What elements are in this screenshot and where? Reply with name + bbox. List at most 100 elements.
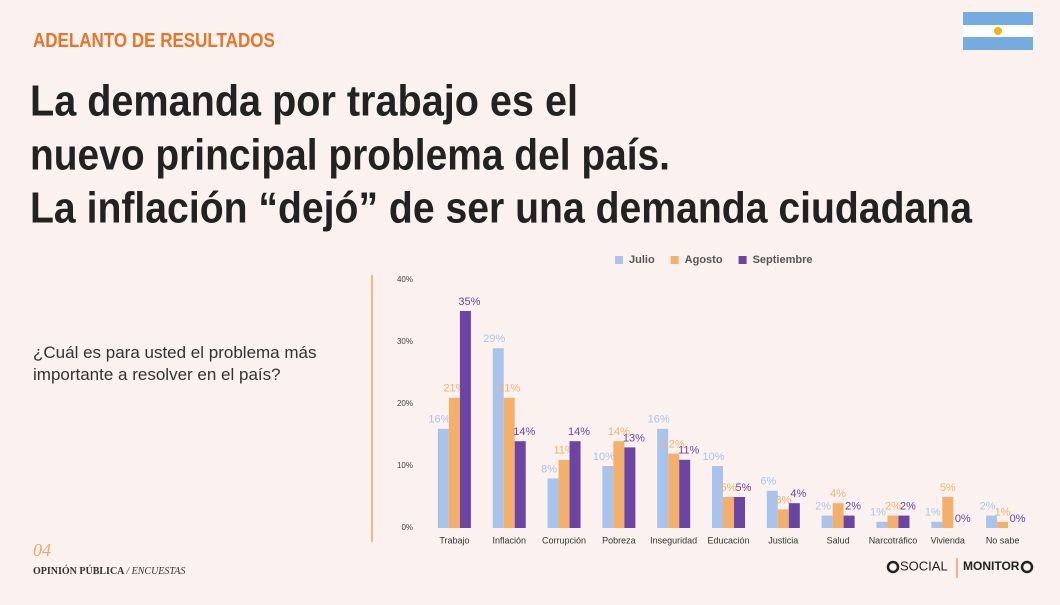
bar	[931, 521, 943, 528]
value-label: 0%	[955, 513, 971, 525]
value-label: 10%	[593, 451, 615, 463]
value-label: 0%	[1010, 513, 1026, 525]
value-label: 5%	[940, 482, 956, 494]
bar	[437, 428, 449, 528]
legend-swatch	[615, 256, 623, 264]
value-label: 16%	[648, 414, 670, 426]
bar	[821, 515, 833, 528]
bar	[492, 348, 504, 528]
bar	[459, 311, 471, 528]
header: ADELANTO DE RESULTADOS	[33, 30, 275, 52]
x-tick-label: Vivienda	[931, 535, 965, 545]
value-label: 12%	[663, 439, 685, 451]
x-tick-label: Educación	[707, 535, 749, 545]
subsection: / ENCUESTAS	[126, 566, 186, 577]
value-label: 29%	[483, 333, 505, 345]
value-label: 16%	[428, 414, 450, 426]
value-label: 5%	[721, 482, 737, 494]
value-label: 3%	[775, 494, 791, 506]
bar	[788, 503, 800, 528]
bar	[723, 497, 734, 528]
y-tick-label: 10%	[397, 461, 413, 470]
bar	[898, 515, 910, 528]
legend-swatch	[738, 256, 747, 264]
title-line: La demanda por trabajo es el	[30, 77, 578, 126]
x-tick-label: Inseguridad	[650, 535, 697, 545]
value-label: 14%	[513, 426, 535, 438]
bar	[569, 441, 581, 528]
value-label: 4%	[790, 488, 806, 500]
y-tick-label: 40%	[397, 275, 413, 284]
bar	[558, 459, 570, 528]
bar	[876, 521, 888, 528]
value-label: 10%	[702, 451, 724, 463]
value-label: 14%	[608, 426, 630, 438]
logo: MONITOR	[963, 559, 1020, 573]
value-label: 2%	[845, 501, 861, 513]
bar	[766, 490, 778, 528]
value-label: 13%	[623, 432, 645, 444]
value-label: 21%	[498, 383, 520, 395]
value-label: 1%	[870, 507, 886, 519]
page-number: 04	[33, 540, 51, 560]
logos: SOCIAL MONITOR	[886, 558, 1034, 578]
bar	[734, 497, 745, 528]
bar	[942, 497, 954, 528]
value-label: 2%	[900, 501, 916, 513]
value-label: 5%	[736, 482, 752, 494]
bar	[668, 453, 680, 528]
y-tick-label: 0%	[401, 523, 413, 532]
bar	[624, 447, 636, 528]
value-label: 2%	[980, 501, 996, 513]
value-label: 35%	[458, 296, 480, 308]
x-tick-label: Corrupción	[542, 535, 586, 545]
bar	[613, 441, 625, 528]
bar	[679, 459, 691, 528]
bar	[777, 509, 789, 528]
value-label: 1%	[925, 507, 941, 519]
bar	[503, 397, 515, 528]
title-line: nuevo principal problema del país.	[30, 131, 670, 180]
legend-label: Septiembre	[753, 254, 813, 266]
value-label: 11%	[553, 445, 574, 457]
section: OPINIÓN PÚBLICA	[33, 566, 124, 577]
x-tick-label: Pobreza	[602, 535, 636, 545]
value-label: 8%	[541, 463, 557, 475]
bar	[887, 515, 899, 528]
x-tick-label: Trabajo	[439, 535, 469, 545]
logo: SOCIAL	[900, 558, 948, 573]
bar	[657, 428, 669, 528]
legend-swatch	[670, 256, 679, 264]
legend-label: Agosto	[685, 254, 723, 266]
bar	[997, 521, 1009, 528]
x-tick-label: Narcotráfico	[869, 535, 918, 545]
value-label: 2%	[885, 501, 901, 513]
bar	[547, 478, 559, 528]
y-tick-label: 20%	[397, 399, 413, 408]
bar	[832, 503, 844, 528]
flag	[963, 12, 1033, 50]
value-label: 14%	[568, 426, 590, 438]
legend-label: Julio	[629, 254, 655, 266]
value-label: 1%	[995, 507, 1011, 519]
x-tick-label: Justicia	[768, 535, 798, 545]
bar	[986, 515, 998, 528]
footer-section: OPINIÓN PÚBLICA / ENCUESTAS	[33, 566, 185, 577]
bar	[843, 515, 855, 528]
question: ¿Cuál es para usted el problema más impo…	[33, 343, 317, 384]
value-label: 6%	[760, 476, 776, 488]
bar	[602, 466, 614, 528]
value-label: 2%	[815, 501, 831, 513]
x-tick-label: Inflación	[492, 535, 526, 545]
value-label: 11%	[678, 445, 699, 457]
bar	[514, 441, 526, 528]
x-tick-label: Salud	[827, 535, 850, 545]
title-line: La inflación “dejó” de ser una demanda c…	[30, 184, 972, 233]
value-label: 4%	[830, 488, 846, 500]
y-tick-label: 30%	[397, 337, 413, 346]
x-tick-label: No sabe	[986, 535, 1020, 545]
bar	[448, 397, 460, 528]
bar	[712, 466, 723, 528]
